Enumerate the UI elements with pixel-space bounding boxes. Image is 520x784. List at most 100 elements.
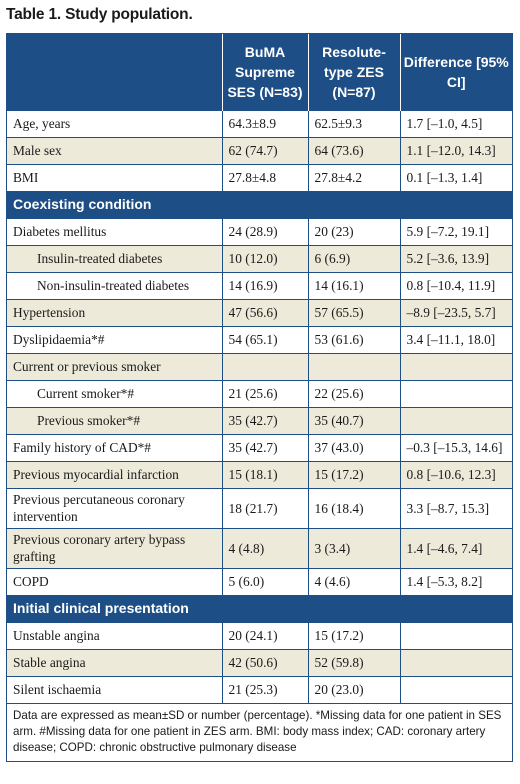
row-label: Previous coronary artery bypass grafting — [7, 527, 222, 568]
zes-value: 52 (59.8) — [307, 648, 400, 676]
difference-value: 3.3 [–8.7, 15.3] — [399, 487, 512, 528]
table-row: Dyslipidaemia*# 54 (65.1) 53 (61.6) 3.4 [–1… — [7, 325, 512, 353]
difference-value: 1.4 [–4.6, 7.4] — [399, 527, 512, 568]
header-row: BuMA Supreme SES (N=83) Resolute-type ZE… — [7, 34, 512, 110]
table-row: Age, years 64.3±8.9 62.5±9.3 1.7 [–1.0, 4.5… — [7, 109, 512, 137]
row-label: BMI — [7, 163, 222, 191]
table-row: Unstable angina 20 (24.1) 15 (17.2) — [7, 621, 512, 649]
table-row: Family history of CAD*# 35 (42.7) 37 (43.0… — [7, 433, 512, 461]
table-row: Previous myocardial infarction 15 (18.1) 1… — [7, 460, 512, 488]
row-label: Silent ischaemia — [7, 675, 222, 703]
table-row: Non-insulin-treated diabetes 14 (16.9) 14 … — [7, 271, 512, 299]
row-label: COPD — [7, 567, 222, 595]
row-label: Previous percutaneous coronary intervent… — [7, 487, 222, 528]
ses-value: 62 (74.7) — [221, 136, 308, 164]
table-row: BMI 27.8±4.8 27.8±4.2 0.1 [–1.3, 1.4] — [7, 163, 512, 191]
zes-value: 14 (16.1) — [307, 271, 400, 299]
difference-value — [399, 648, 512, 676]
ses-value — [221, 352, 308, 380]
section-title: Initial clinical presentation — [7, 594, 512, 622]
row-label: Current smoker*# — [7, 379, 222, 407]
row-label: Previous smoker*# — [7, 406, 222, 434]
zes-value: 57 (65.5) — [307, 298, 400, 326]
difference-value — [399, 675, 512, 703]
ses-value: 20 (24.1) — [221, 621, 308, 649]
table-row: Male sex 62 (74.7) 64 (73.6) 1.1 [–12.0, 14… — [7, 136, 512, 164]
ses-value: 10 (12.0) — [221, 244, 308, 272]
table-row: Silent ischaemia 21 (25.3) 20 (23.0) — [7, 675, 512, 703]
ses-value: 21 (25.6) — [221, 379, 308, 407]
row-label: Previous myocardial infarction — [7, 460, 222, 488]
ses-value: 54 (65.1) — [221, 325, 308, 353]
zes-value — [307, 352, 400, 380]
zes-value: 6 (6.9) — [307, 244, 400, 272]
difference-value — [399, 621, 512, 649]
ses-value: 35 (42.7) — [221, 406, 308, 434]
table-row: Insulin-treated diabetes 10 (12.0) 6 (6.9)… — [7, 244, 512, 272]
row-label: Age, years — [7, 109, 222, 137]
zes-value: 62.5±9.3 — [307, 109, 400, 137]
row-label: Diabetes mellitus — [7, 217, 222, 245]
zes-value: 3 (3.4) — [307, 527, 400, 568]
ses-value: 42 (50.6) — [221, 648, 308, 676]
difference-value: 0.1 [–1.3, 1.4] — [399, 163, 512, 191]
difference-value: 1.1 [–12.0, 14.3] — [399, 136, 512, 164]
row-label: Current or previous smoker — [7, 352, 222, 380]
row-label: Insulin-treated diabetes — [7, 244, 222, 272]
row-label: Male sex — [7, 136, 222, 164]
difference-value — [399, 379, 512, 407]
difference-value: 1.4 [–5.3, 8.2] — [399, 567, 512, 595]
ses-value: 64.3±8.9 — [221, 109, 308, 137]
ses-value: 4 (4.8) — [221, 527, 308, 568]
difference-value: 0.8 [–10.6, 12.3] — [399, 460, 512, 488]
table-row: Previous smoker*# 35 (42.7) 35 (40.7) — [7, 406, 512, 434]
table-row: Hypertension 47 (56.6) 57 (65.5) –8.9 [–23.… — [7, 298, 512, 326]
ses-value: 15 (18.1) — [221, 460, 308, 488]
zes-value: 53 (61.6) — [307, 325, 400, 353]
row-label: Unstable angina — [7, 621, 222, 649]
table-footnote: Data are expressed as mean±SD or number … — [7, 703, 512, 761]
study-population-table: BuMA Supreme SES (N=83) Resolute-type ZE… — [6, 33, 513, 762]
difference-value: 3.4 [–11.1, 18.0] — [399, 325, 512, 353]
table-title: Table 1. Study population. — [6, 6, 193, 23]
zes-value: 64 (73.6) — [307, 136, 400, 164]
ses-value: 18 (21.7) — [221, 487, 308, 528]
header-cell-ses: BuMA Supreme SES (N=83) — [221, 34, 308, 110]
difference-value — [399, 406, 512, 434]
zes-value: 4 (4.6) — [307, 567, 400, 595]
zes-value: 16 (18.4) — [307, 487, 400, 528]
zes-value: 15 (17.2) — [307, 460, 400, 488]
row-label: Dyslipidaemia*# — [7, 325, 222, 353]
difference-value: –0.3 [–15.3, 14.6] — [399, 433, 512, 461]
ses-value: 24 (28.9) — [221, 217, 308, 245]
table-row: Stable angina 42 (50.6) 52 (59.8) — [7, 648, 512, 676]
zes-value: 20 (23.0) — [307, 675, 400, 703]
difference-value: 0.8 [–10.4, 11.9] — [399, 271, 512, 299]
row-label: Stable angina — [7, 648, 222, 676]
difference-value: 5.2 [–3.6, 13.9] — [399, 244, 512, 272]
ses-value: 27.8±4.8 — [221, 163, 308, 191]
difference-value: 5.9 [–7.2, 19.1] — [399, 217, 512, 245]
table-body: Age, years 64.3±8.9 62.5±9.3 1.7 [–1.0, 4.5… — [7, 109, 512, 703]
section-header-row: Coexisting condition — [7, 190, 512, 218]
zes-value: 27.8±4.2 — [307, 163, 400, 191]
zes-value: 20 (23) — [307, 217, 400, 245]
row-label: Hypertension — [7, 298, 222, 326]
table-row: Current smoker*# 21 (25.6) 22 (25.6) — [7, 379, 512, 407]
zes-value: 15 (17.2) — [307, 621, 400, 649]
section-title: Coexisting condition — [7, 190, 512, 218]
ses-value: 35 (42.7) — [221, 433, 308, 461]
zes-value: 22 (25.6) — [307, 379, 400, 407]
ses-value: 5 (6.0) — [221, 567, 308, 595]
header-cell-zes: Resolute-type ZES (N=87) — [307, 34, 400, 110]
header-cell-label — [7, 34, 222, 110]
header-cell-difference: Difference [95% CI] — [399, 34, 512, 110]
table-row: COPD 5 (6.0) 4 (4.6) 1.4 [–5.3, 8.2] — [7, 567, 512, 595]
difference-value — [399, 352, 512, 380]
ses-value: 47 (56.6) — [221, 298, 308, 326]
difference-value: 1.7 [–1.0, 4.5] — [399, 109, 512, 137]
table-row: Current or previous smoker — [7, 352, 512, 380]
zes-value: 37 (43.0) — [307, 433, 400, 461]
table-row: Previous coronary artery bypass grafting… — [7, 527, 512, 568]
row-label: Non-insulin-treated diabetes — [7, 271, 222, 299]
